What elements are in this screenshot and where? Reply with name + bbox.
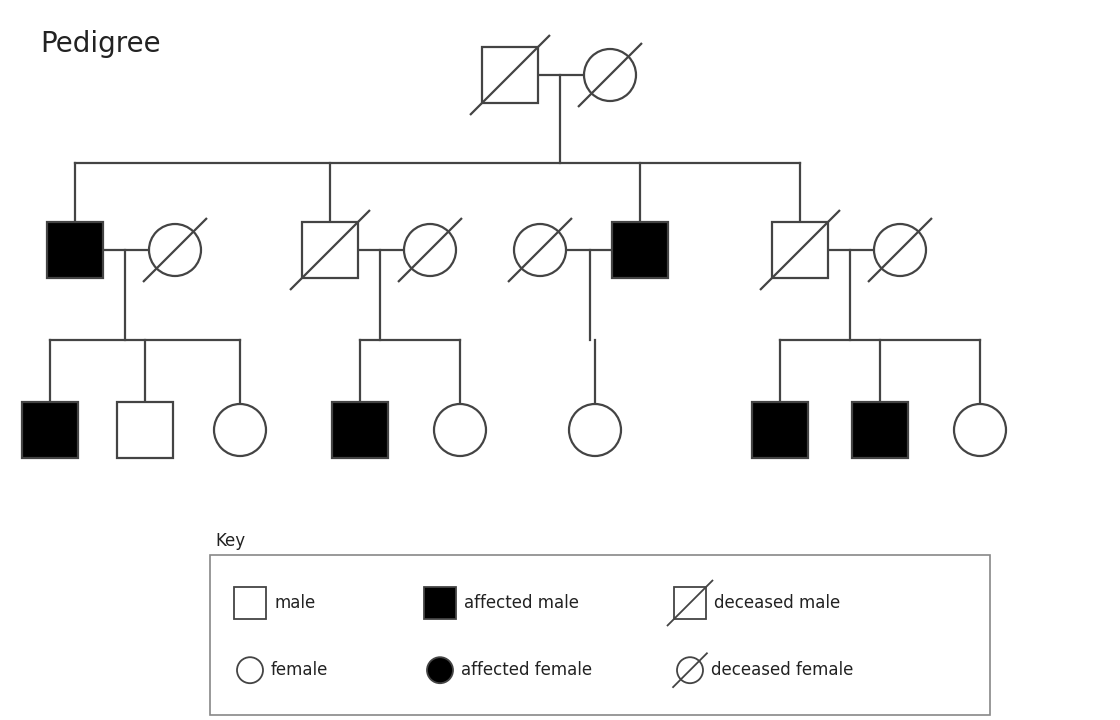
Text: Pedigree: Pedigree <box>40 30 160 58</box>
Bar <box>211 555 990 715</box>
Text: Key: Key <box>215 532 245 550</box>
Circle shape <box>149 224 200 276</box>
Circle shape <box>569 404 620 456</box>
Circle shape <box>435 404 486 456</box>
Circle shape <box>584 49 636 101</box>
Bar <box>424 587 456 619</box>
Bar <box>332 402 388 458</box>
Bar <box>482 47 538 103</box>
Text: male: male <box>274 594 315 612</box>
Text: deceased female: deceased female <box>711 661 853 679</box>
Circle shape <box>404 224 456 276</box>
Circle shape <box>214 404 267 456</box>
Text: affected male: affected male <box>464 594 579 612</box>
Bar <box>116 402 172 458</box>
Bar <box>852 402 908 458</box>
Text: deceased male: deceased male <box>715 594 840 612</box>
Text: affected female: affected female <box>461 661 592 679</box>
Circle shape <box>874 224 926 276</box>
Circle shape <box>676 657 703 683</box>
Bar <box>772 222 828 278</box>
Bar <box>752 402 808 458</box>
Bar <box>674 587 706 619</box>
Circle shape <box>427 657 452 683</box>
Text: female: female <box>271 661 328 679</box>
Bar <box>612 222 668 278</box>
Bar <box>234 587 267 619</box>
Circle shape <box>514 224 566 276</box>
Bar <box>47 222 103 278</box>
Circle shape <box>954 404 1006 456</box>
Bar <box>22 402 78 458</box>
Bar <box>302 222 358 278</box>
Circle shape <box>237 657 263 683</box>
